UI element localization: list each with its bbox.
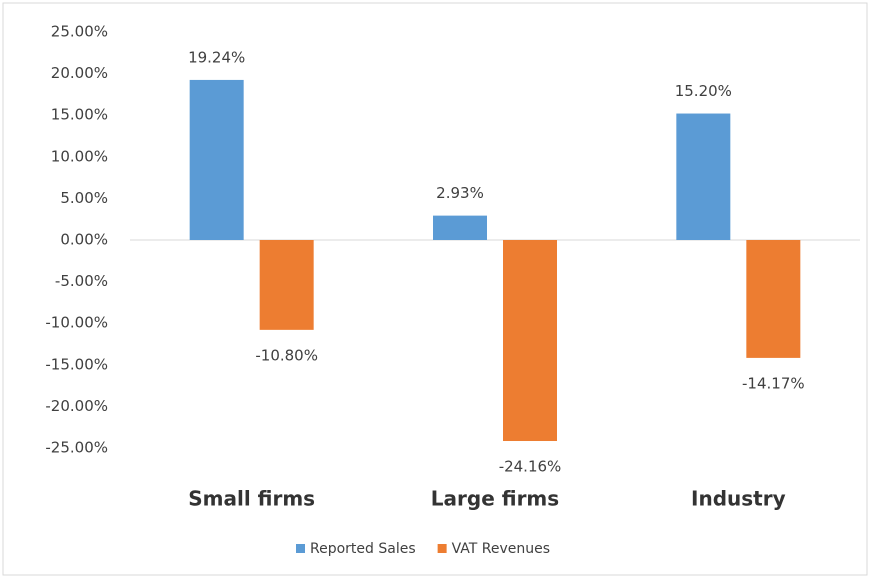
data-label: 2.93% — [436, 184, 484, 202]
y-tick-label: -20.00% — [45, 397, 108, 415]
data-label: -10.80% — [255, 346, 318, 364]
y-tick-label: -15.00% — [45, 355, 108, 373]
bar — [189, 79, 244, 240]
y-tick-label: 0.00% — [60, 231, 108, 249]
data-label: 19.24% — [188, 48, 245, 66]
bar — [746, 240, 801, 358]
bar — [433, 215, 487, 240]
data-label: -14.17% — [742, 374, 805, 392]
legend-label: Reported Sales — [310, 541, 416, 557]
legend-swatch — [437, 544, 447, 553]
y-tick-label: 5.00% — [60, 189, 108, 207]
x-tick-label: Large firms — [431, 487, 559, 511]
y-tick-label: 25.00% — [51, 23, 108, 41]
y-tick-label: 10.00% — [51, 147, 108, 165]
x-tick-label: Small firms — [188, 487, 315, 511]
x-tick-label: Industry — [691, 487, 786, 511]
bar — [676, 113, 731, 240]
y-tick-label: -25.00% — [45, 439, 108, 457]
bar — [503, 240, 557, 442]
y-tick-label: 15.00% — [51, 106, 108, 124]
data-label: 15.20% — [675, 82, 732, 100]
y-tick-label: -5.00% — [55, 272, 108, 290]
y-tick-label: 20.00% — [51, 64, 108, 82]
bar — [259, 240, 314, 330]
legend-label: VAT Revenues — [452, 541, 550, 557]
legend-swatch — [296, 544, 305, 553]
y-tick-label: -10.00% — [45, 314, 108, 332]
data-label: -24.16% — [499, 458, 562, 476]
